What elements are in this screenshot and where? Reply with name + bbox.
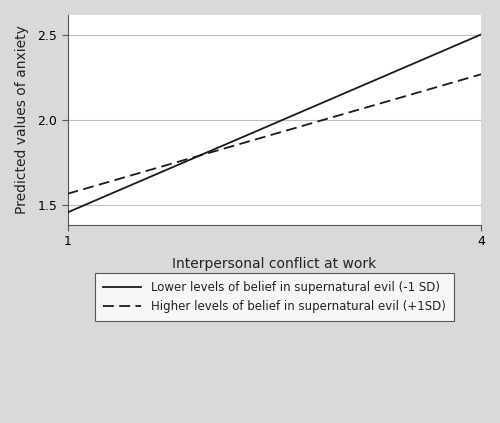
Legend: Lower levels of belief in supernatural evil (-1 SD), Higher levels of belief in : Lower levels of belief in supernatural e… — [95, 273, 454, 321]
Y-axis label: Predicted values of anxiety: Predicted values of anxiety — [15, 26, 29, 214]
X-axis label: Interpersonal conflict at work: Interpersonal conflict at work — [172, 257, 376, 271]
